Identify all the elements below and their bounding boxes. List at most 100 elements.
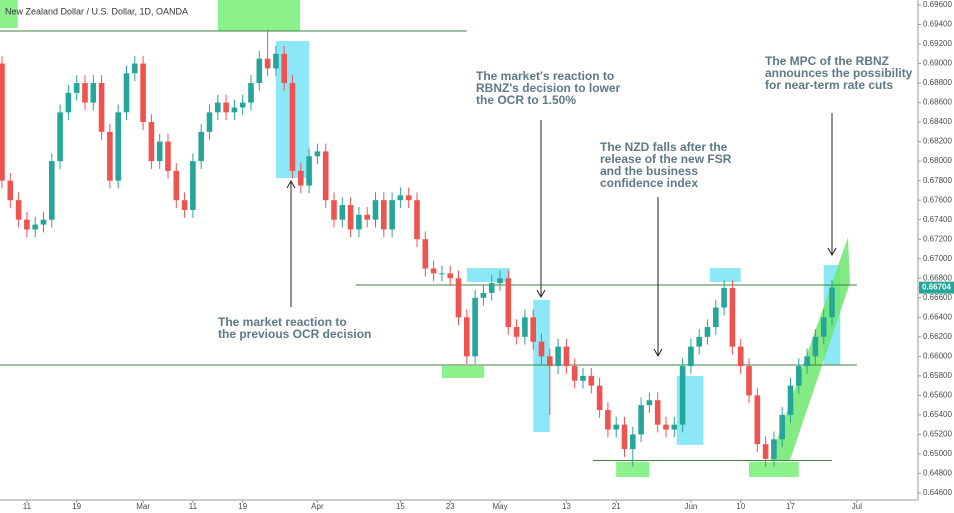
candle-body	[820, 317, 827, 337]
x-tick-label: 10	[736, 502, 745, 511]
candle-body	[771, 439, 777, 459]
y-tick-label: 0.67600	[923, 195, 952, 204]
y-tick-label: 0.69000	[923, 59, 952, 68]
candle-body	[563, 346, 570, 367]
highlight-zone	[709, 268, 741, 282]
candle-body	[762, 444, 769, 459]
candle-body	[588, 375, 595, 386]
y-tick-label: 0.67200	[923, 234, 952, 243]
candle-body	[605, 410, 611, 430]
y-tick-label: 0.64600	[923, 488, 952, 497]
x-tick-label: 21	[612, 502, 621, 511]
y-tick-label: 0.66400	[923, 312, 952, 321]
y-tick-label: 0.65200	[923, 430, 952, 439]
candle-body	[156, 141, 163, 162]
candle-body	[173, 170, 180, 201]
annotation-line: for near-term rate cuts	[765, 78, 893, 92]
candle-body	[447, 273, 454, 279]
y-tick-label: 0.69200	[923, 39, 952, 48]
candle-body	[148, 122, 155, 162]
candle-body	[754, 395, 761, 445]
candle-body	[15, 200, 22, 220]
annotation-line: the OCR to 1.50%	[476, 93, 576, 107]
candle-body	[480, 292, 487, 298]
last-price-label: 0.66704	[922, 283, 951, 292]
candle-body	[40, 219, 47, 225]
candle-body	[206, 112, 213, 132]
candle-body	[439, 273, 445, 275]
annotation-line: release of the new FSR	[600, 152, 732, 166]
y-tick-label: 0.65800	[923, 371, 952, 380]
candle-body	[248, 83, 254, 103]
candle-body	[464, 317, 470, 357]
candle-body	[289, 83, 296, 171]
candle-body	[314, 151, 321, 157]
candle-body	[547, 356, 553, 367]
x-tick-label: 11	[23, 502, 32, 511]
y-tick-label: 0.66200	[923, 332, 952, 341]
candle-body	[488, 283, 495, 293]
candle-body	[7, 180, 14, 201]
x-tick-label: 13	[562, 502, 571, 511]
candle-body	[497, 278, 503, 284]
x-tick-label: Mar	[136, 502, 150, 511]
candle-body	[638, 405, 644, 435]
y-tick-label: 0.65600	[923, 390, 952, 399]
highlight-zone	[533, 299, 550, 432]
candle-body	[190, 161, 196, 210]
chart-title: New Zealand Dollar / U.S. Dollar, 1D, OA…	[5, 6, 188, 16]
annotation-line: The NZD falls after the	[600, 140, 728, 154]
arrow-head	[653, 348, 663, 358]
y-tick-label: 0.67400	[923, 215, 952, 224]
y-tick-label: 0.69600	[923, 0, 952, 9]
candle-body	[48, 161, 55, 220]
last-price-tag	[919, 281, 954, 294]
candle-body	[256, 58, 263, 84]
y-tick-label: 0.68200	[923, 137, 952, 146]
candle-body	[90, 83, 97, 103]
candle-body	[787, 385, 794, 415]
candle-body	[198, 131, 204, 162]
candle-body	[613, 424, 620, 430]
candle-body	[671, 424, 678, 430]
y-tick-label: 0.68000	[923, 156, 952, 165]
candle-body	[32, 224, 38, 230]
y-tick-label: 0.67800	[923, 176, 952, 185]
x-tick-label: Apr	[311, 502, 324, 511]
annotation-line: RBNZ's decision to lower	[476, 81, 621, 95]
candle-body	[721, 288, 727, 308]
candle-body	[347, 205, 354, 230]
y-tick-label: 0.64800	[923, 469, 952, 478]
candle-body	[696, 336, 703, 347]
candle-body	[297, 170, 304, 186]
y-tick-label: 0.66800	[923, 273, 952, 282]
candle-body	[322, 151, 329, 201]
axes: 0.64600 0.64800 0.65000 0.65200 0.65400 0.656…	[23, 0, 954, 511]
y-tick-label: 0.68600	[923, 98, 952, 107]
candle-body	[513, 327, 520, 337]
highlight-zone	[749, 461, 799, 477]
highlight-zone	[616, 461, 650, 477]
candle-body	[630, 434, 636, 450]
x-tick-label: 11	[189, 502, 198, 511]
annotation-line: The MPC of the RBNZ	[765, 54, 889, 68]
candle-body	[688, 346, 694, 367]
candle-body	[165, 141, 171, 171]
candle-body	[621, 424, 628, 450]
price-axis	[918, 0, 954, 513]
candle-body	[713, 307, 719, 328]
y-tick-label: 0.67000	[923, 254, 952, 263]
x-tick-label: 23	[446, 502, 455, 511]
y-tick-label: 0.65400	[923, 410, 952, 419]
annotation-line: announces the possibility	[765, 66, 913, 80]
candle-body	[231, 107, 238, 113]
x-tick-label: 19	[238, 502, 247, 511]
candle-body	[779, 414, 786, 440]
x-tick-label: 15	[396, 502, 405, 511]
candle-body	[281, 53, 287, 84]
arrow-head	[286, 179, 296, 189]
candle-body	[115, 112, 121, 181]
candle-body	[397, 195, 404, 201]
